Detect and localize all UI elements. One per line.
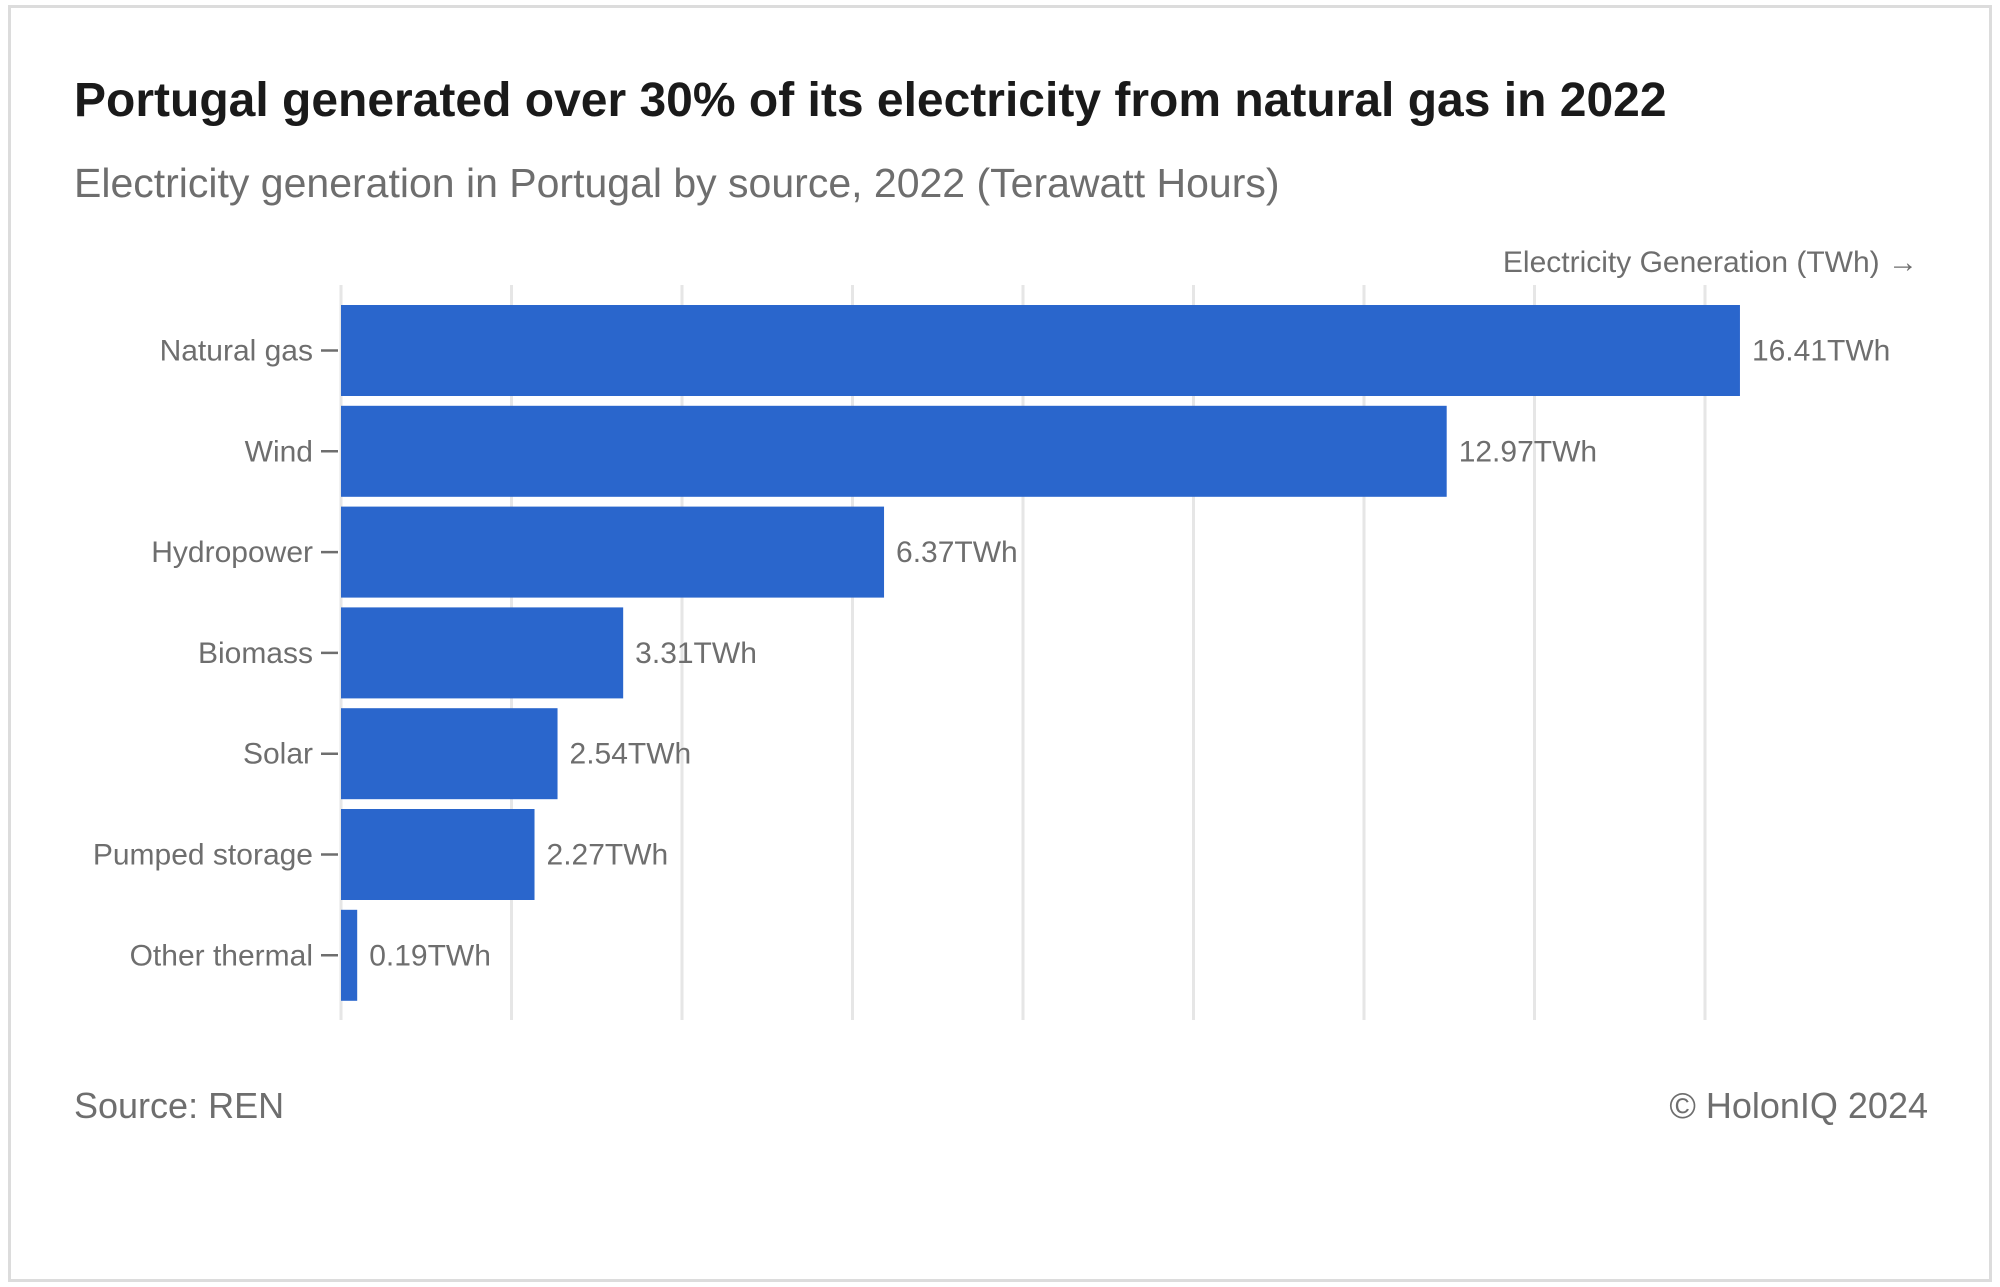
- chart-subtitle: Electricity generation in Portugal by so…: [74, 160, 1280, 206]
- bar-pumped-storage: [341, 809, 535, 900]
- x-axis-title: Electricity Generation (TWh) →: [1503, 246, 1918, 279]
- category-label: Wind: [245, 435, 313, 468]
- value-label: 6.37TWh: [896, 536, 1018, 569]
- bar-biomass: [341, 607, 624, 699]
- value-label: 2.27TWh: [547, 839, 669, 872]
- category-label: Pumped storage: [93, 839, 313, 872]
- bar-other-thermal: [341, 909, 358, 1001]
- value-label: 0.19TWh: [369, 939, 491, 972]
- value-label: 16.41TWh: [1752, 335, 1890, 368]
- category-label: Biomass: [198, 637, 313, 670]
- chart-card: [8, 5, 1992, 1282]
- bars: [341, 305, 1740, 1001]
- bar-solar: [341, 708, 558, 800]
- chart-title: Portugal generated over 30% of its elect…: [74, 74, 1667, 127]
- value-label: 3.31TWh: [635, 637, 757, 670]
- bar-natural-gas: [341, 305, 1740, 396]
- bar-hydropower: [341, 506, 885, 598]
- category-label: Hydropower: [151, 536, 313, 569]
- bar-wind: [341, 405, 1447, 497]
- category-label: Solar: [243, 738, 313, 771]
- category-label: Other thermal: [130, 939, 313, 972]
- value-label: 2.54TWh: [570, 738, 692, 771]
- source-note: Source: REN: [74, 1085, 285, 1126]
- labels: Natural gas 16.41TWh Wind 12.97TWh Hydropowe…: [93, 335, 1890, 973]
- category-label: Natural gas: [160, 335, 313, 368]
- copyright-note: © HolonIQ 2024: [1669, 1085, 1928, 1126]
- value-label: 12.97TWh: [1459, 435, 1597, 468]
